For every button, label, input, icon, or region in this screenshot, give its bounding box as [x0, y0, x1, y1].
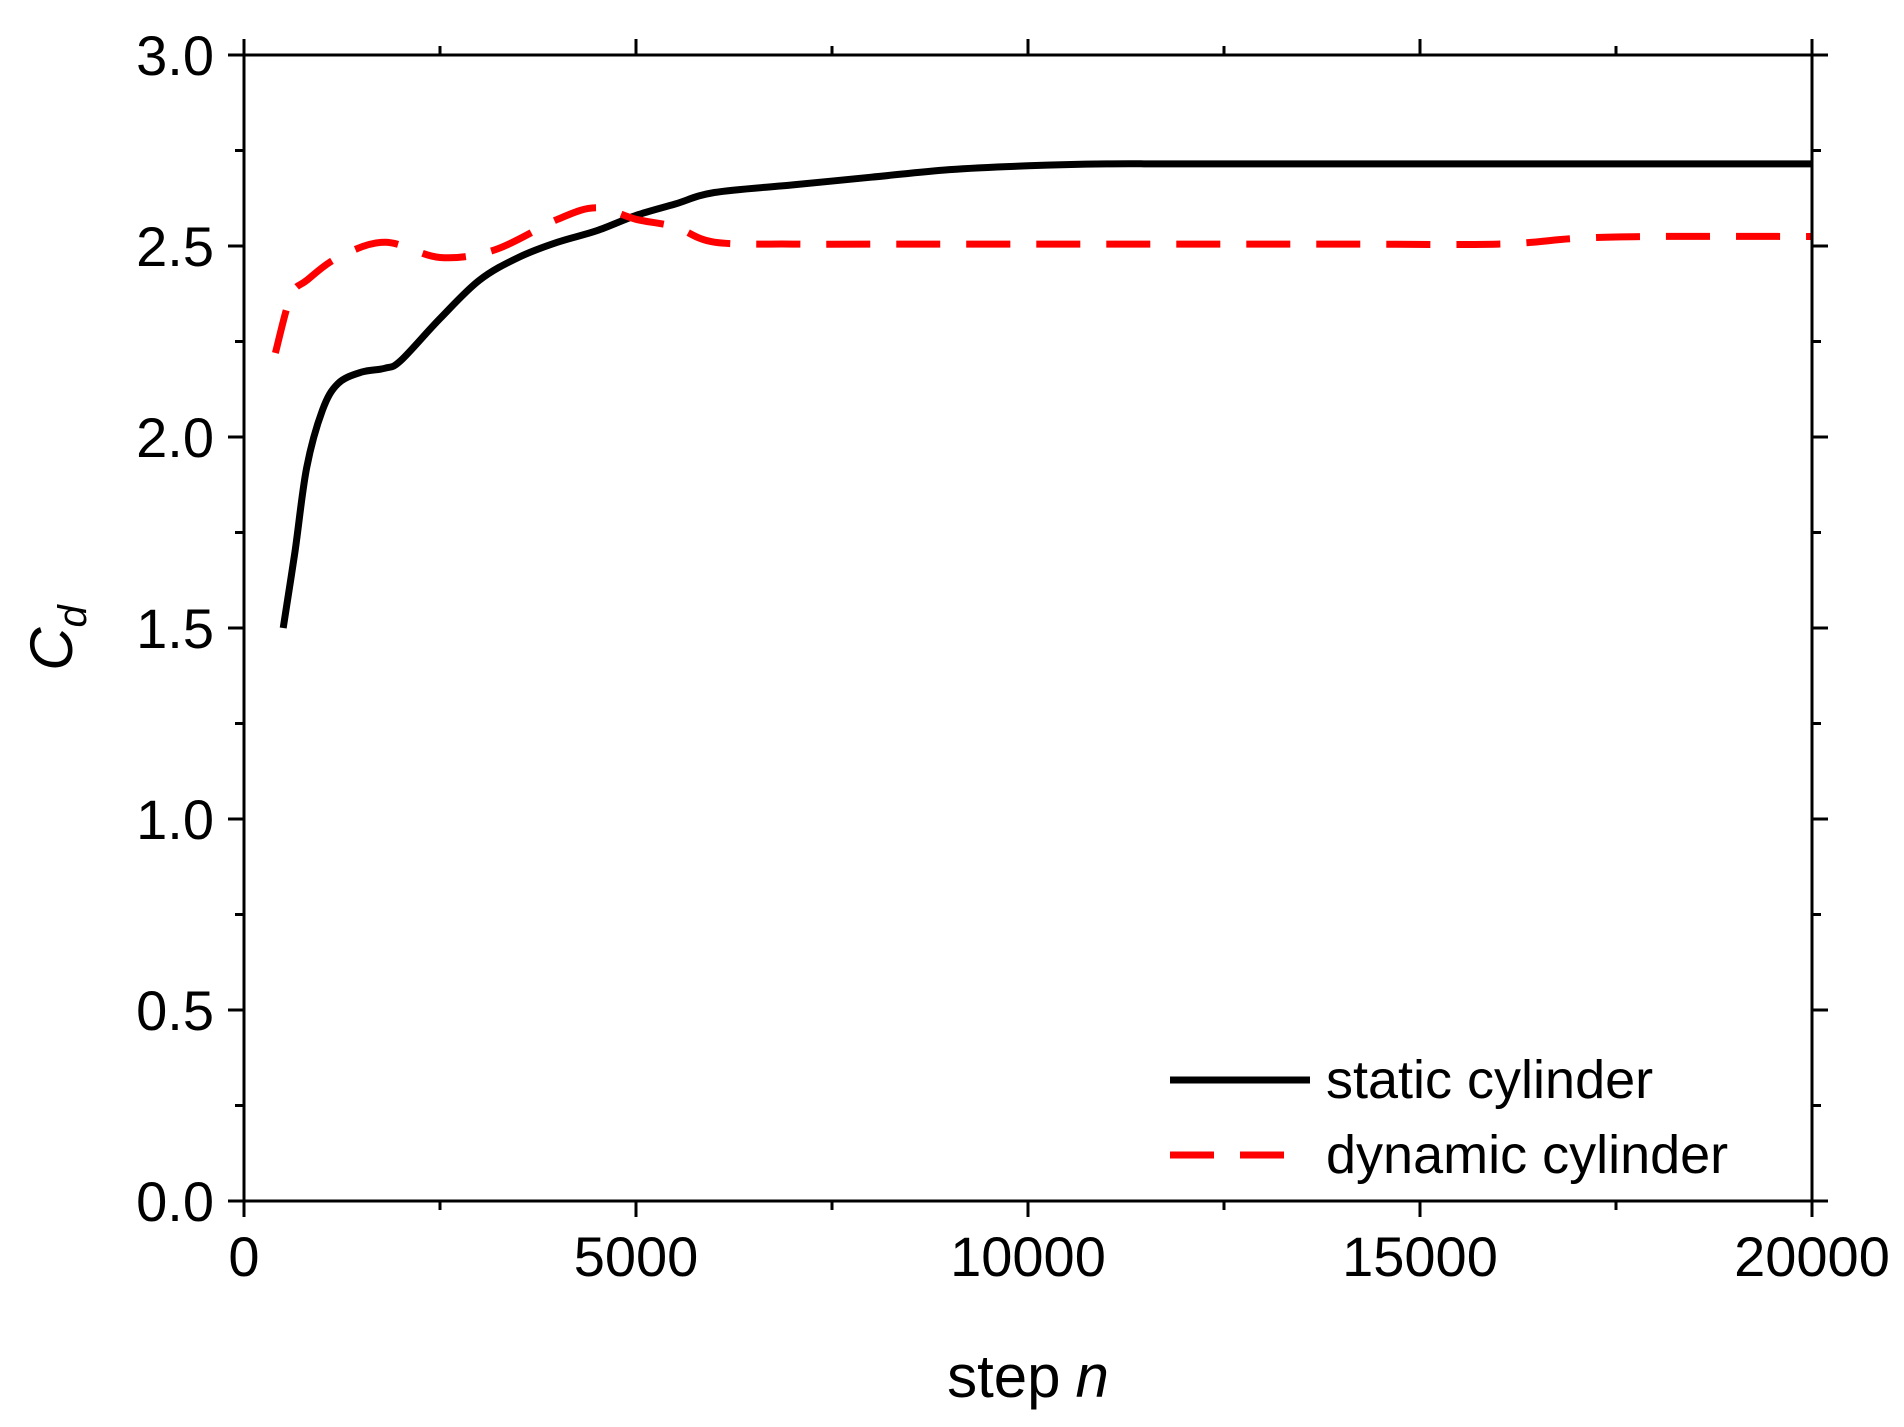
y-axis-title: Cd — [18, 603, 95, 670]
series-line-dynamic-cylinder — [272, 204, 1813, 354]
legend: static cylinder dynamic cylinder — [1170, 1050, 1728, 1185]
series-layer — [272, 160, 1813, 629]
x-tick-label: 20000 — [1734, 1225, 1890, 1288]
y-tick-label: 0.0 — [136, 1170, 214, 1233]
series-line-static-cylinder — [279, 160, 1812, 629]
y-tick-label: 2.5 — [136, 215, 214, 278]
legend-label-static-cylinder: static cylinder — [1326, 1050, 1653, 1110]
x-tick-label: 10000 — [950, 1225, 1106, 1288]
x-tick-label: 15000 — [1342, 1225, 1498, 1288]
legend-label-dynamic-cylinder: dynamic cylinder — [1326, 1125, 1728, 1185]
plot-frame — [242, 53, 1814, 1203]
y-tick-label: 1.5 — [136, 597, 214, 660]
ticks-layer: 0 5000 10000 15000 20000 0.0 0.5 1.0 1.5 2.0 2.5 3.… — [136, 24, 1890, 1288]
y-axis-label-text: C — [18, 627, 85, 671]
x-tick-label: 0 — [228, 1225, 259, 1288]
x-axis-label-text: step — [947, 1343, 1060, 1410]
y-tick-label: 1.0 — [136, 788, 214, 851]
x-axis-title: step n — [947, 1343, 1109, 1410]
x-axis-label-variable: n — [1076, 1343, 1109, 1410]
y-tick-label: 3.0 — [136, 24, 214, 87]
y-tick-label: 2.0 — [136, 406, 214, 469]
y-tick-label: 0.5 — [136, 979, 214, 1042]
y-axis-label-subscript: d — [51, 603, 95, 627]
x-tick-label: 5000 — [574, 1225, 699, 1288]
